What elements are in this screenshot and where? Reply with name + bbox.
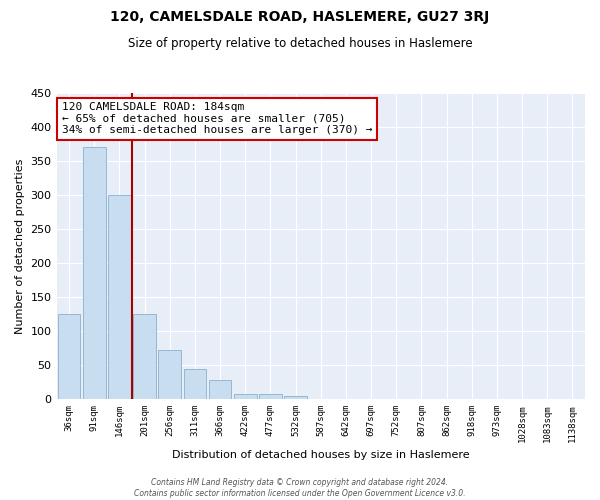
Y-axis label: Number of detached properties: Number of detached properties: [15, 158, 25, 334]
Bar: [209, 380, 232, 399]
Bar: [184, 369, 206, 399]
Text: Size of property relative to detached houses in Haslemere: Size of property relative to detached ho…: [128, 38, 472, 51]
Bar: [259, 394, 282, 399]
Bar: [536, 398, 559, 399]
Bar: [561, 398, 584, 399]
Text: Contains HM Land Registry data © Crown copyright and database right 2024.
Contai: Contains HM Land Registry data © Crown c…: [134, 478, 466, 498]
Bar: [284, 396, 307, 399]
Bar: [108, 195, 131, 399]
Bar: [83, 148, 106, 399]
X-axis label: Distribution of detached houses by size in Haslemere: Distribution of detached houses by size …: [172, 450, 470, 460]
Text: 120, CAMELSDALE ROAD, HASLEMERE, GU27 3RJ: 120, CAMELSDALE ROAD, HASLEMERE, GU27 3R…: [110, 10, 490, 24]
Bar: [460, 398, 483, 399]
Bar: [58, 314, 80, 399]
Bar: [158, 350, 181, 399]
Bar: [133, 314, 156, 399]
Text: 120 CAMELSDALE ROAD: 184sqm
← 65% of detached houses are smaller (705)
34% of se: 120 CAMELSDALE ROAD: 184sqm ← 65% of det…: [62, 102, 373, 136]
Bar: [234, 394, 257, 399]
